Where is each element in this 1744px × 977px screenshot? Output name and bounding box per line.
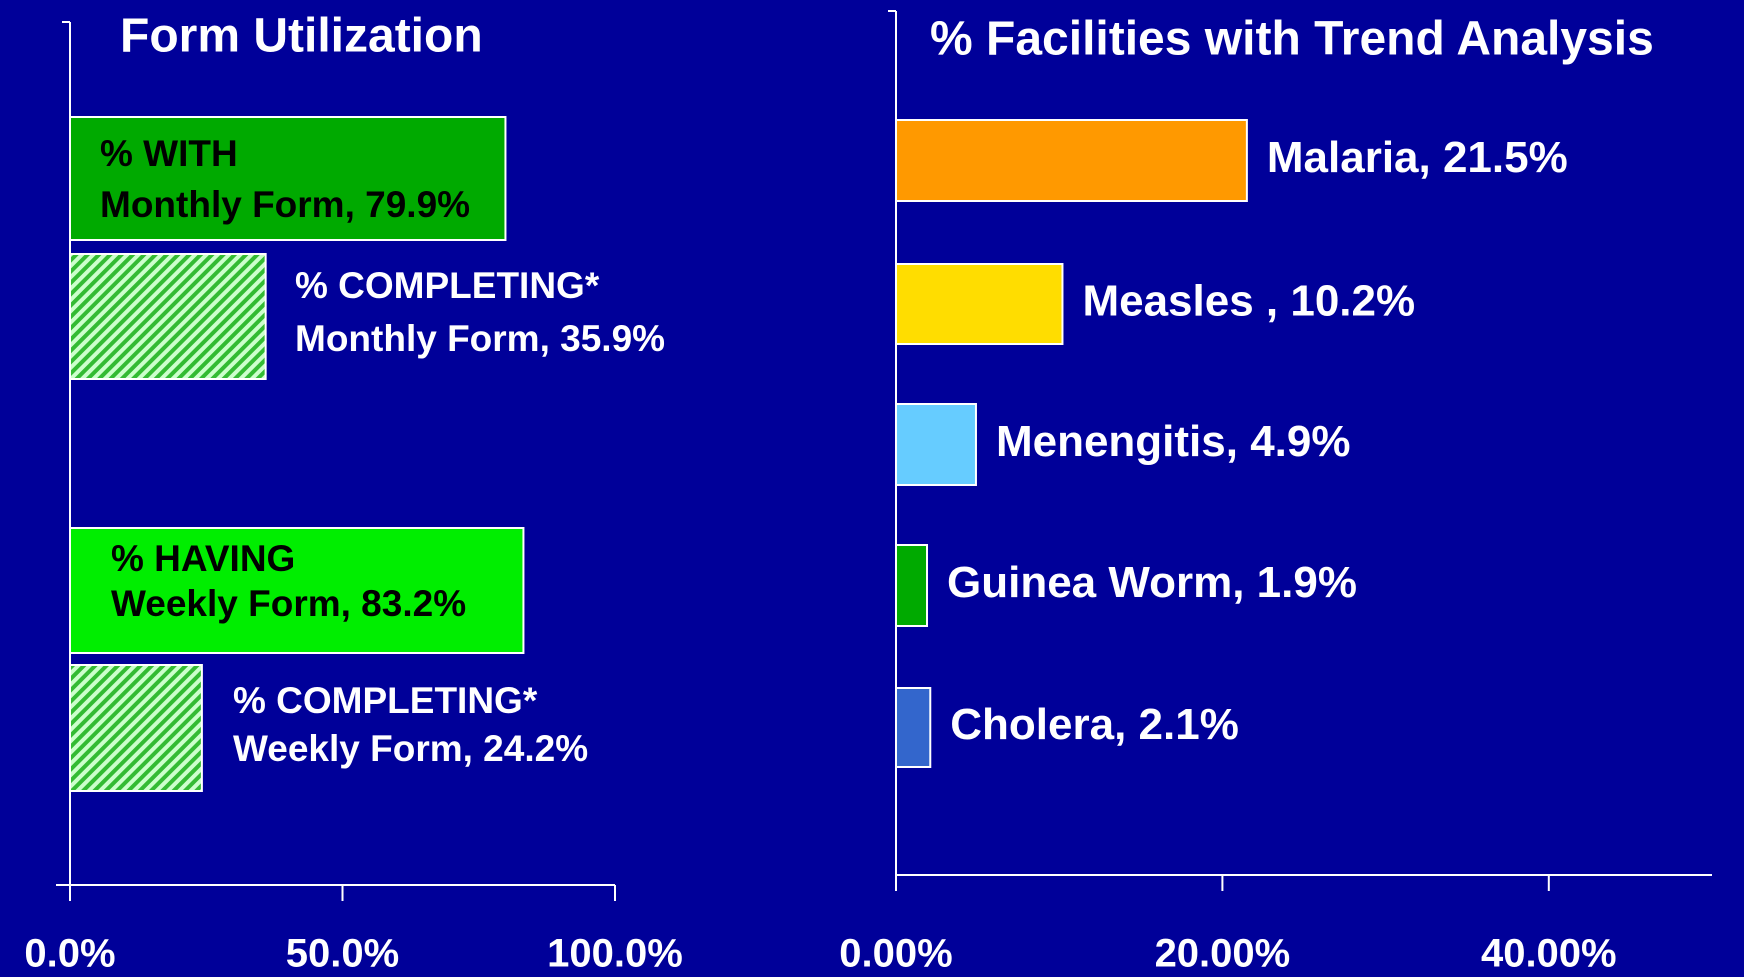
bar: [69, 664, 203, 792]
bar-label: % HAVING: [111, 538, 295, 579]
x-tick-label: 0.0%: [24, 932, 115, 976]
bar-label: Menengitis, 4.9%: [996, 417, 1351, 466]
bar-label: % COMPLETING*: [295, 265, 600, 306]
x-tick-label: 0.00%: [839, 932, 952, 976]
bar: [69, 253, 267, 380]
x-tick-label: 100.0%: [547, 932, 683, 976]
bar-label: Weekly Form, 83.2%: [111, 583, 466, 624]
bar: [895, 119, 1248, 202]
bar-label: Weekly Form, 24.2%: [233, 728, 588, 769]
bar: [895, 544, 929, 627]
chart-title: Form Utilization: [120, 10, 483, 63]
bar: [69, 527, 525, 654]
bar-label: Cholera, 2.1%: [950, 700, 1239, 749]
chart-title: % Facilities with Trend Analysis: [930, 13, 1654, 66]
bar-label: Monthly Form, 35.9%: [295, 318, 665, 359]
bar-label: Guinea Worm, 1.9%: [947, 558, 1357, 607]
bar-label: % COMPLETING*: [233, 680, 538, 721]
x-tick-label: 50.0%: [286, 932, 399, 976]
x-tick-label: 20.00%: [1155, 932, 1291, 976]
bar: [895, 403, 977, 486]
bar: [895, 263, 1064, 345]
bar-label: Monthly Form, 79.9%: [100, 184, 470, 225]
x-tick-label: 40.00%: [1481, 932, 1617, 976]
bar-label: % WITH: [100, 133, 238, 174]
bar: [895, 687, 932, 768]
bar-label: Malaria, 21.5%: [1267, 133, 1568, 182]
bar-label: Measles , 10.2%: [1082, 277, 1415, 326]
bar: [69, 116, 507, 241]
